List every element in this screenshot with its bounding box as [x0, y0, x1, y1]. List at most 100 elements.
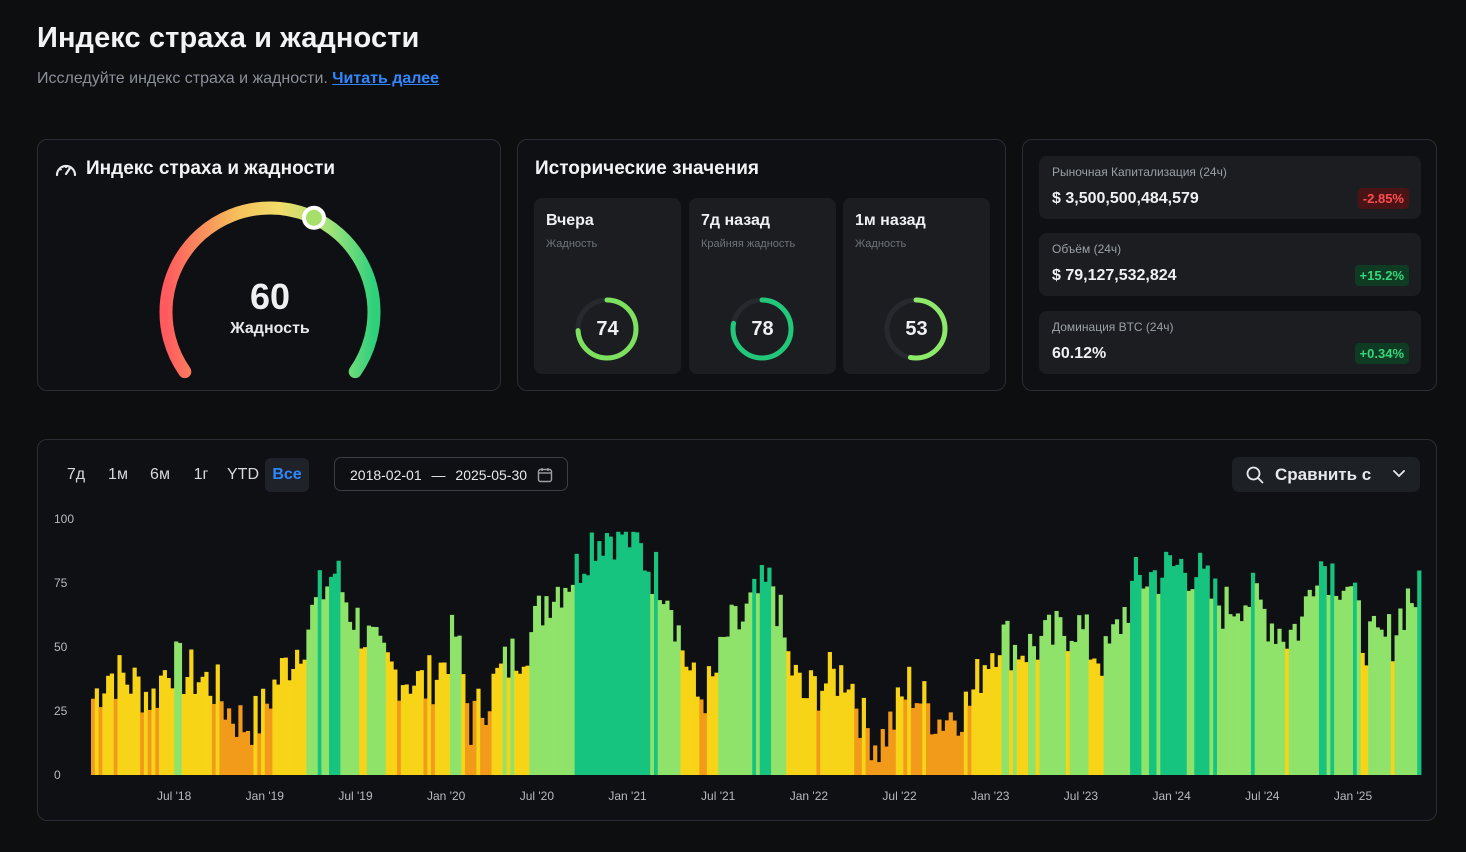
- chart-bar: [1307, 589, 1312, 775]
- stat-volume: Объём (24ч) $ 79,127,532,824 +15.2%: [1039, 233, 1421, 296]
- range-button-all[interactable]: Все: [265, 458, 309, 492]
- chart-bar: [438, 662, 443, 775]
- chart-bar: [1341, 590, 1346, 775]
- chart-bar: [1266, 641, 1271, 775]
- historical-item-name: Вчера: [546, 212, 594, 229]
- chart-bar: [892, 729, 897, 775]
- chart-bar: [926, 703, 931, 775]
- chart-bar: [1379, 629, 1384, 775]
- chart-bar: [850, 683, 855, 775]
- chart-bar: [1111, 624, 1116, 775]
- range-button-1m[interactable]: 1м: [108, 466, 128, 483]
- chart-bar: [181, 693, 186, 775]
- chart-bar: [162, 670, 167, 775]
- chart-bar: [593, 560, 598, 775]
- fear-greed-history-chart: 0 25 50 75 100 Jul '18 Jan '19 Jul '19 Jan '20 Ju…: [54, 512, 1422, 803]
- date-range-picker[interactable]: 2018-02-01 — 2025-05-30: [334, 457, 568, 491]
- chart-bar: [740, 621, 746, 775]
- compare-label: Сравнить с: [1275, 465, 1372, 484]
- chart-bar: [151, 688, 156, 775]
- range-button-6m[interactable]: 6м: [150, 466, 170, 483]
- chart-bar: [1114, 619, 1120, 775]
- chart-bar: [585, 575, 591, 775]
- chart-bar: [340, 592, 345, 775]
- chart-bar: [653, 551, 659, 775]
- chart-bar: [548, 617, 553, 775]
- chart-bar: [1232, 616, 1237, 775]
- chart-bar: [956, 735, 961, 775]
- chart-bar: [230, 723, 235, 775]
- chart-bar: [820, 690, 825, 775]
- date-from: 2018-02-01: [350, 467, 422, 483]
- chart-bar: [468, 744, 474, 775]
- chart-bar: [219, 701, 224, 775]
- chart-bar: [412, 685, 417, 775]
- gauge-value: 60: [249, 276, 291, 317]
- chart-bar: [363, 647, 368, 775]
- chart-bar: [774, 626, 780, 775]
- speedometer-icon: [55, 164, 77, 177]
- chart-bar: [1352, 582, 1358, 775]
- chart-bar: [302, 659, 307, 775]
- chart-bar: [1284, 648, 1290, 775]
- chart-bar: [1054, 611, 1059, 775]
- chart-bar: [835, 695, 840, 775]
- chart-bar: [1171, 566, 1176, 775]
- range-button-ytd[interactable]: YTD: [227, 466, 259, 483]
- y-tick-label: 100: [54, 512, 74, 526]
- chart-bar: [1386, 614, 1392, 775]
- chart-bar: [1005, 620, 1010, 775]
- chart-bar: [189, 649, 194, 775]
- chart-bar: [442, 662, 447, 775]
- chart-bar: [480, 717, 485, 775]
- chart-bar: [1417, 570, 1422, 775]
- historical-card: Исторические значения Вчера Жадность 74 …: [517, 139, 1006, 391]
- x-tick-label: Jan '24: [1152, 789, 1191, 803]
- chart-bar: [313, 597, 319, 775]
- chart-bar: [865, 728, 870, 775]
- chart-bar: [94, 688, 99, 775]
- chart-bar: [397, 700, 402, 775]
- chart-bar: [1198, 552, 1203, 775]
- chart-bar: [839, 665, 844, 775]
- chart-bar: [1228, 614, 1233, 775]
- stat-value: $ 3,500,500,484,579: [1052, 190, 1199, 207]
- range-button-1y[interactable]: 1г: [193, 466, 209, 483]
- chart-bar: [128, 693, 133, 775]
- chart-bar: [631, 531, 636, 775]
- chart-bar: [1383, 636, 1388, 775]
- range-button-7d[interactable]: 7д: [66, 466, 86, 483]
- chart-bar: [185, 677, 190, 775]
- chart-bar: [253, 695, 258, 775]
- chart-bar: [238, 705, 243, 775]
- chart-bar: [223, 719, 228, 775]
- chart-bar: [729, 604, 734, 775]
- historical-item-sentiment: Жадность: [855, 238, 907, 250]
- chart-bar: [476, 688, 481, 775]
- chart-bar: [948, 712, 953, 775]
- chart-bar: [786, 651, 791, 775]
- chart-bar: [1084, 614, 1089, 775]
- chart-bar: [208, 695, 213, 775]
- x-tick-label: Jul '23: [1064, 789, 1099, 803]
- chart-bar: [601, 555, 606, 775]
- chart-bar: [423, 698, 428, 775]
- chart-bar: [257, 733, 262, 775]
- chart-bar: [1156, 593, 1161, 775]
- chart-bar: [291, 668, 296, 775]
- chart-bar: [608, 536, 613, 775]
- historical-item-value: 78: [751, 318, 774, 340]
- stat-change-badge: +15.2%: [1354, 265, 1409, 286]
- chart-bar: [714, 672, 719, 775]
- chart-bar: [408, 693, 413, 775]
- chart-bar: [325, 586, 330, 775]
- read-more-link[interactable]: Читать далее: [332, 70, 440, 87]
- chart-bar: [1145, 586, 1150, 775]
- historical-item-sentiment: Крайняя жадность: [701, 238, 796, 250]
- compare-dropdown[interactable]: Сравнить с: [1232, 457, 1420, 492]
- chart-bar: [808, 670, 814, 775]
- chart-bar: [691, 662, 696, 775]
- chart-bar: [967, 705, 972, 775]
- chart-bar: [1213, 578, 1218, 775]
- chart-bar: [491, 673, 496, 775]
